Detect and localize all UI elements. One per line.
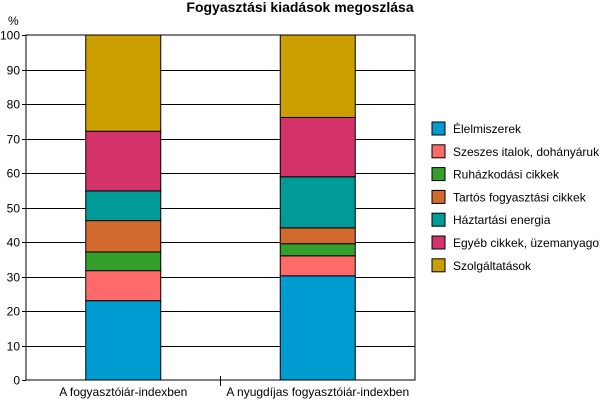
- y-tick-label: 30: [7, 271, 21, 285]
- bar-segment: [279, 34, 356, 118]
- y-tick-label: 10: [7, 340, 21, 354]
- legend-swatch: [431, 121, 446, 136]
- y-tick-label: 80: [7, 98, 21, 112]
- legend-label: Szeszes italok, dohányáruk: [453, 145, 600, 159]
- y-tick-label: 90: [7, 64, 21, 78]
- axes: 0 10 20 30 40 50 60 70 80 90 100 A fogyasztóiár-ind…: [0, 29, 416, 399]
- y-tick-label: 70: [7, 133, 21, 147]
- legend-swatch: [431, 212, 446, 227]
- x-category-label: A nyugdíjas fogyasztóiár-indexben: [226, 385, 409, 399]
- legend-swatch: [431, 258, 446, 273]
- bar-segment: [85, 220, 162, 253]
- bar-segment: [279, 275, 356, 381]
- y-axis-unit-label: %: [8, 14, 19, 28]
- bar-segment: [279, 227, 356, 245]
- legend-label: Tartós fogyasztási cikkek: [453, 190, 587, 204]
- legend-label: Egyéb cikkek, üzemanyagok: [453, 236, 600, 250]
- bar-segment: [279, 116, 356, 178]
- legend-label: Élelmiszerek: [453, 121, 522, 136]
- bar-segment: [85, 300, 162, 381]
- legend-label: Szolgáltatások: [453, 259, 532, 273]
- y-tick-label: 40: [7, 236, 21, 250]
- legend-swatch: [431, 235, 446, 250]
- legend-label: Ruházkodási cikkek: [453, 168, 560, 182]
- bar-segment: [85, 270, 162, 302]
- bar-segment: [85, 130, 162, 192]
- bar-segment: [279, 255, 356, 277]
- y-tick-label: 20: [7, 305, 21, 319]
- plot-frame: [25, 34, 416, 381]
- legend: Élelmiszerek Szeszes italok, dohányáruk Ru…: [431, 121, 600, 273]
- legend-label: Háztartási energia: [453, 213, 551, 227]
- legend-swatch: [431, 167, 446, 182]
- y-tick-label: 60: [7, 167, 21, 181]
- bar-segment: [85, 190, 162, 222]
- bars: [85, 34, 356, 381]
- x-category-label: A fogyasztóiár-indexben: [59, 385, 187, 399]
- y-tick-label: 50: [7, 202, 21, 216]
- y-tick-label: 100: [0, 29, 20, 43]
- bar-segment: [85, 251, 162, 272]
- bar-segment: [85, 34, 162, 132]
- legend-swatch: [431, 189, 446, 204]
- bar-segment: [279, 243, 356, 257]
- y-tick-label: 0: [13, 374, 20, 388]
- bar-segment: [279, 176, 356, 229]
- grid-lines: [26, 70, 415, 347]
- legend-swatch: [431, 144, 446, 159]
- chart-title: Fogyasztási kiadások megoszlása: [186, 0, 413, 15]
